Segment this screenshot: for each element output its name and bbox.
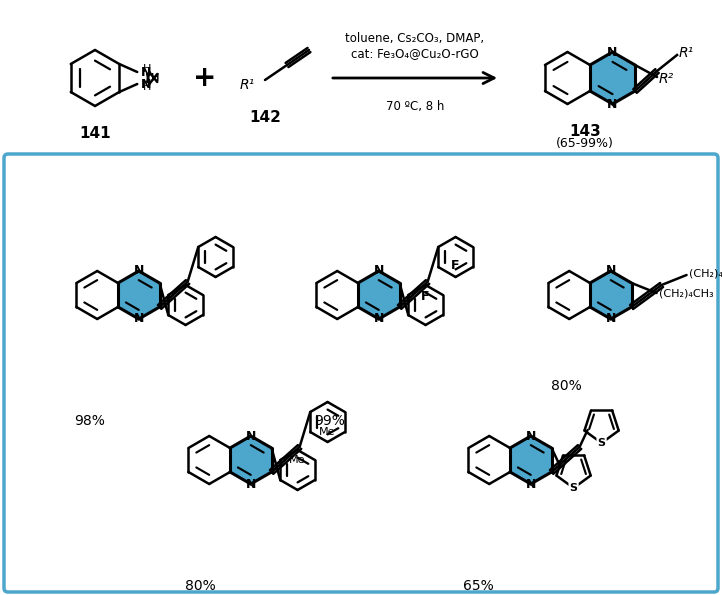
Text: N: N <box>142 77 152 90</box>
Text: F: F <box>451 259 460 272</box>
Text: N: N <box>142 65 152 79</box>
FancyBboxPatch shape <box>4 154 718 592</box>
Polygon shape <box>590 52 635 104</box>
Text: N: N <box>607 98 618 111</box>
Polygon shape <box>118 271 160 319</box>
Polygon shape <box>358 271 399 319</box>
Text: R¹: R¹ <box>679 46 695 60</box>
Polygon shape <box>590 271 632 319</box>
Text: N: N <box>373 265 384 277</box>
Text: (CH₂)₄CH₃: (CH₂)₄CH₃ <box>658 289 713 299</box>
Polygon shape <box>510 436 552 484</box>
Text: H: H <box>143 64 152 74</box>
Text: N: N <box>607 45 618 58</box>
Text: S: S <box>570 483 578 493</box>
Text: 65%: 65% <box>463 579 493 593</box>
Text: 141: 141 <box>79 126 110 141</box>
Text: N: N <box>526 430 536 443</box>
Text: N: N <box>606 312 616 325</box>
Polygon shape <box>230 436 271 484</box>
Text: N: N <box>606 265 616 277</box>
Text: 80%: 80% <box>551 379 581 393</box>
Text: S: S <box>598 438 606 448</box>
Text: toluene, Cs₂CO₃, DMAP,: toluene, Cs₂CO₃, DMAP, <box>345 32 484 45</box>
Text: N: N <box>245 430 256 443</box>
Text: N: N <box>245 478 256 490</box>
Text: F: F <box>422 290 430 303</box>
Text: 142: 142 <box>249 110 281 125</box>
Text: N: N <box>134 312 144 325</box>
Text: Me: Me <box>319 427 336 437</box>
Text: +: + <box>193 64 217 92</box>
Text: (CH₂)₄CH₃: (CH₂)₄CH₃ <box>689 269 722 279</box>
Text: 80%: 80% <box>185 579 215 593</box>
Text: R¹: R¹ <box>240 78 255 92</box>
Text: R²: R² <box>659 72 674 86</box>
Text: 143: 143 <box>569 124 601 139</box>
Text: Me: Me <box>290 455 306 465</box>
Text: cat: Fe₃O₄@Cu₂O-rGO: cat: Fe₃O₄@Cu₂O-rGO <box>351 47 479 60</box>
Text: H: H <box>151 73 160 83</box>
Text: N: N <box>526 478 536 490</box>
Text: H: H <box>143 82 152 92</box>
Text: 99%: 99% <box>315 414 345 428</box>
Text: N: N <box>373 312 384 325</box>
Text: 70 ºC, 8 h: 70 ºC, 8 h <box>386 100 444 113</box>
Text: (65-99%): (65-99%) <box>556 137 614 150</box>
Text: N: N <box>134 265 144 277</box>
Text: 98%: 98% <box>74 414 105 428</box>
Text: H: H <box>151 73 160 83</box>
